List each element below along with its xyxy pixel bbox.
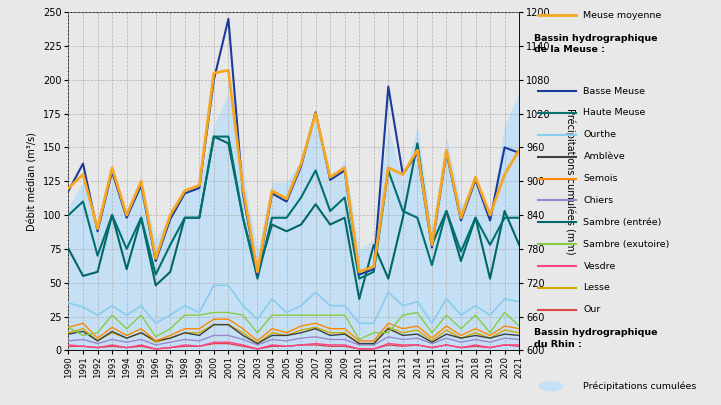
- Text: Basse Meuse: Basse Meuse: [583, 87, 645, 96]
- Text: Sambre (exutoire): Sambre (exutoire): [583, 240, 670, 249]
- Text: Ourthe: Ourthe: [583, 130, 616, 139]
- Y-axis label: Précipitations cumulées (mm): Précipitations cumulées (mm): [565, 108, 575, 255]
- Text: Vesdre: Vesdre: [583, 262, 616, 271]
- Text: Our: Our: [583, 305, 601, 314]
- Ellipse shape: [539, 382, 563, 392]
- Text: Précipitations cumulées: Précipitations cumulées: [583, 382, 696, 391]
- Text: Bassin hydrographique
du Rhin :: Bassin hydrographique du Rhin :: [534, 328, 658, 349]
- Text: Bassin hydrographique
de la Meuse :: Bassin hydrographique de la Meuse :: [534, 34, 658, 54]
- Text: Sambre (entrée): Sambre (entrée): [583, 218, 662, 227]
- Text: Haute Meuse: Haute Meuse: [583, 109, 646, 117]
- Text: Semois: Semois: [583, 174, 618, 183]
- Text: Chiers: Chiers: [583, 196, 614, 205]
- Text: Meuse moyenne: Meuse moyenne: [583, 11, 662, 20]
- Text: Amblève: Amblève: [583, 152, 625, 161]
- Text: Lesse: Lesse: [583, 284, 610, 292]
- Y-axis label: Débit médian (m³/s): Débit médian (m³/s): [27, 132, 37, 231]
